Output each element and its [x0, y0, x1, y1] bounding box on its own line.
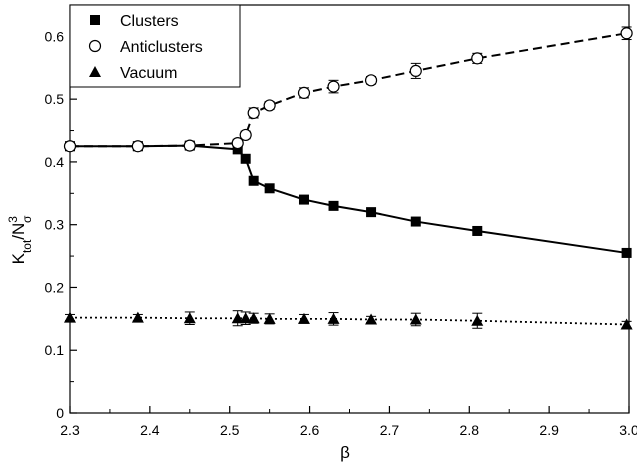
x-tick-label: 3.0 [619, 422, 637, 438]
clusters-point [248, 175, 259, 186]
vacuum-point [263, 312, 276, 324]
vacuum-point [131, 311, 144, 323]
vacuum-point [365, 313, 378, 325]
x-axis-title: β [340, 443, 350, 462]
clusters-point [621, 247, 632, 258]
vacuum-point [297, 312, 310, 324]
x-tick-label: 2.7 [380, 422, 400, 438]
x-tick-label: 2.6 [300, 422, 320, 438]
y-tick-label: 0.4 [45, 154, 65, 170]
data-markers [63, 27, 633, 330]
y-tick-label: 0.3 [45, 217, 65, 233]
anticlusters-point [131, 140, 144, 153]
legend-label-clusters: Clusters [120, 13, 179, 30]
anticlusters-point [620, 27, 633, 40]
anticlusters-point [247, 106, 260, 120]
clusters-point [240, 153, 251, 164]
legend-label-vacuum: Vacuum [120, 65, 178, 82]
x-tick-label: 2.9 [539, 422, 559, 438]
legend-label-anticlusters: Anticlusters [120, 39, 203, 56]
clusters-point [366, 207, 377, 218]
y-axis-title: Ktot/N3σ [6, 215, 34, 264]
y-tick-label: 0.6 [45, 28, 65, 44]
vacuum-point [327, 312, 340, 324]
vacuum-point [64, 311, 76, 323]
y-tick-label: 0.1 [45, 342, 65, 358]
clusters-point [410, 216, 421, 227]
anticlusters-point [409, 64, 422, 78]
x-tick-labels: 2.3 2.4 2.5 2.6 2.7 2.8 2.9 3.0 [60, 422, 637, 438]
vacuum-point [247, 312, 260, 324]
x-tick-label: 2.4 [140, 422, 160, 438]
clusters-point [328, 200, 339, 211]
anticlusters-point [183, 139, 196, 152]
vacuum-point [239, 312, 252, 324]
clusters-point [298, 194, 309, 205]
anticlusters-point [297, 86, 311, 99]
vacuum-point [183, 312, 196, 324]
vacuum-point [409, 313, 422, 325]
clusters-point [264, 183, 275, 194]
x-tick-label: 2.3 [60, 422, 80, 438]
anticlusters-point [231, 136, 244, 150]
clusters-point [232, 144, 243, 155]
y-tick-label: 0 [56, 405, 64, 421]
vacuum-point [620, 318, 633, 330]
vacuum-point [231, 312, 244, 324]
vacuum-point [471, 314, 484, 326]
legend: Clusters Anticlusters Vacuum [69, 4, 241, 88]
series-line-clusters [70, 144, 627, 254]
clusters-point [472, 225, 483, 236]
legend-marker-anticlusters [88, 39, 102, 53]
x-axis [69, 406, 630, 413]
anticlusters-point [263, 99, 276, 112]
anticlusters-point [364, 74, 378, 87]
x-tick-label: 2.5 [220, 422, 240, 438]
legend-marker-vacuum [89, 66, 101, 77]
y-tick-labels: 0 0.1 0.2 0.3 0.4 0.5 0.6 [45, 28, 65, 421]
anticlusters-point [327, 80, 340, 93]
anticlusters-point [471, 52, 484, 65]
anticlusters-point [239, 128, 252, 142]
anticlusters-point [63, 140, 77, 153]
legend-marker-clusters [90, 15, 100, 25]
y-tick-label: 0.5 [45, 91, 65, 107]
x-tick-label: 2.8 [460, 422, 480, 438]
y-tick-label: 0.2 [45, 279, 65, 295]
series-line-vacuum [70, 316, 627, 326]
